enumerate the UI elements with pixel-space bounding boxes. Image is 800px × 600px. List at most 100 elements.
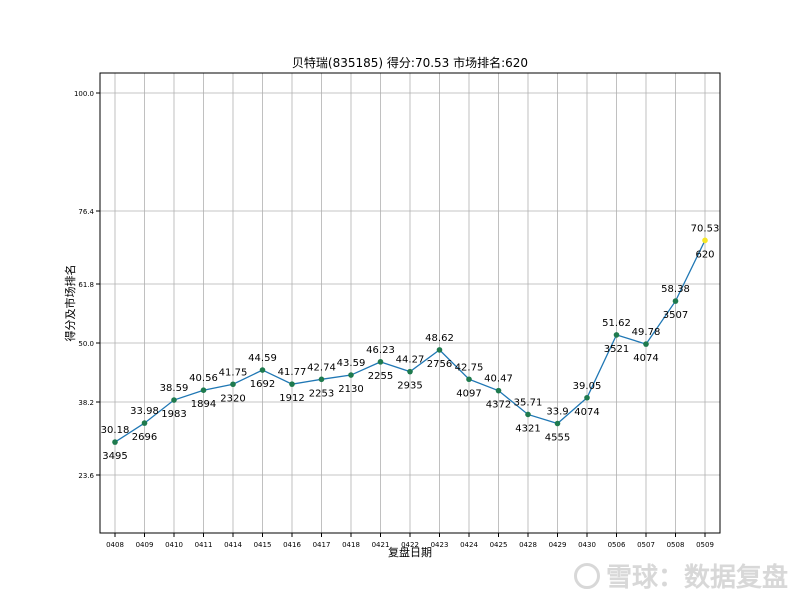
axes: 0408 0409 0410 0411 0414 0415 0416 0417 0418 0421… — [74, 90, 714, 549]
rank-label: 4555 — [545, 433, 570, 444]
rank-label: 2696 — [132, 432, 157, 443]
score-label: 70.53 — [691, 223, 720, 234]
x-tick-label: 0429 — [549, 541, 567, 549]
rank-label: 2935 — [397, 381, 422, 392]
rank-label: 1894 — [191, 399, 216, 410]
data-point — [525, 411, 531, 418]
data-point — [672, 298, 679, 304]
rank-label: 620 — [695, 249, 714, 260]
watermark: 雪球：数据复盘 — [573, 557, 788, 594]
watermark-text: 雪球：数据复盘 — [605, 563, 788, 593]
data-point — [200, 387, 207, 394]
score-label: 33.98 — [130, 406, 159, 417]
data-point — [230, 381, 236, 388]
rank-label: 2320 — [220, 393, 245, 404]
x-tick-label: 0424 — [460, 541, 478, 549]
data-point — [407, 368, 413, 375]
x-tick-label: 0416 — [283, 541, 301, 549]
y-tick-label: 61.8 — [78, 281, 94, 289]
x-tick-label: 0410 — [165, 541, 183, 549]
data-point — [702, 237, 708, 244]
score-label: 40.56 — [189, 373, 218, 384]
score-label: 44.27 — [396, 355, 425, 366]
score-label: 58.38 — [661, 284, 690, 295]
rank-label: 4097 — [456, 388, 481, 399]
y-tick-label: 76.4 — [78, 208, 94, 216]
chart-title: 贝特瑞(835185) 得分:70.53 市场排名:620 — [292, 55, 528, 70]
x-tick-label: 0411 — [195, 541, 213, 549]
y-tick-label: 50.0 — [78, 340, 94, 348]
x-tick-label: 0428 — [519, 541, 537, 549]
x-tick-label: 0415 — [254, 541, 272, 549]
rank-label: 3507 — [663, 310, 688, 321]
data-point — [495, 387, 502, 394]
data-labels: 30.18 3495 33.98 2696 38.59 1983 40.56 1894 41.7… — [101, 223, 720, 462]
score-label: 33.9 — [546, 407, 568, 418]
data-points — [112, 237, 708, 445]
x-axis-label: 复盘日期 — [388, 545, 432, 559]
y-tick-label: 23.6 — [78, 472, 94, 480]
x-tick-label: 0506 — [608, 541, 626, 549]
rank-label: 4074 — [574, 407, 599, 418]
y-tick-label: 100.0 — [74, 90, 94, 98]
x-tick-label: 0409 — [136, 541, 154, 549]
x-tick-label: 0425 — [490, 541, 508, 549]
rank-label: 3495 — [102, 451, 127, 462]
score-label: 41.77 — [278, 367, 307, 378]
score-label: 30.18 — [101, 425, 130, 436]
rank-label: 2130 — [338, 384, 363, 395]
x-tick-label: 0414 — [224, 541, 242, 549]
score-label: 38.59 — [160, 383, 189, 394]
x-tick-label: 0408 — [106, 541, 124, 549]
x-tick-label: 0423 — [431, 541, 449, 549]
x-tick-label: 0421 — [372, 541, 390, 549]
rank-label: 2253 — [309, 388, 334, 399]
rank-label: 3521 — [604, 344, 629, 355]
y-axis-label: 得分及市场排名 — [63, 265, 77, 342]
rank-label: 1692 — [250, 379, 275, 390]
data-point — [141, 420, 148, 426]
score-label: 44.59 — [248, 353, 277, 364]
data-point — [643, 341, 649, 347]
x-tick-label: 0417 — [313, 541, 331, 549]
data-point — [377, 359, 384, 365]
x-tick-label: 0509 — [696, 541, 714, 549]
data-point — [436, 347, 443, 353]
data-point — [466, 376, 472, 383]
score-label: 43.59 — [337, 358, 366, 369]
score-label: 42.74 — [307, 362, 336, 373]
rank-label: 4074 — [633, 353, 658, 364]
rank-label: 4321 — [515, 423, 540, 434]
rank-label: 2756 — [427, 359, 452, 370]
rank-label: 1912 — [279, 393, 304, 404]
score-label: 46.23 — [366, 345, 395, 356]
x-tick-label: 0418 — [342, 541, 360, 549]
x-tick-label: 0430 — [578, 541, 596, 549]
data-point — [613, 332, 620, 338]
score-label: 48.62 — [425, 333, 454, 344]
score-label: 51.62 — [602, 318, 631, 329]
data-point — [554, 420, 561, 427]
rank-label: 1983 — [161, 409, 186, 420]
snowball-logo-icon — [573, 562, 600, 589]
rank-label: 4372 — [486, 400, 511, 411]
data-point — [171, 397, 177, 403]
data-point — [318, 376, 325, 383]
y-tick-label: 38.2 — [78, 399, 94, 407]
score-label: 49.78 — [632, 327, 661, 338]
x-tick-label: 0508 — [667, 541, 685, 549]
data-point — [348, 372, 354, 378]
data-point — [112, 439, 118, 445]
x-tick-label: 0422 — [401, 541, 419, 549]
data-point — [584, 394, 590, 401]
score-label: 35.71 — [514, 397, 543, 408]
score-label: 39.05 — [573, 381, 602, 392]
data-point — [289, 381, 295, 387]
score-label: 40.47 — [484, 374, 513, 385]
rank-label: 2255 — [368, 371, 393, 382]
score-label: 41.75 — [219, 367, 248, 378]
data-point — [259, 367, 266, 373]
x-tick-label: 0507 — [637, 541, 655, 549]
grid — [100, 73, 720, 533]
